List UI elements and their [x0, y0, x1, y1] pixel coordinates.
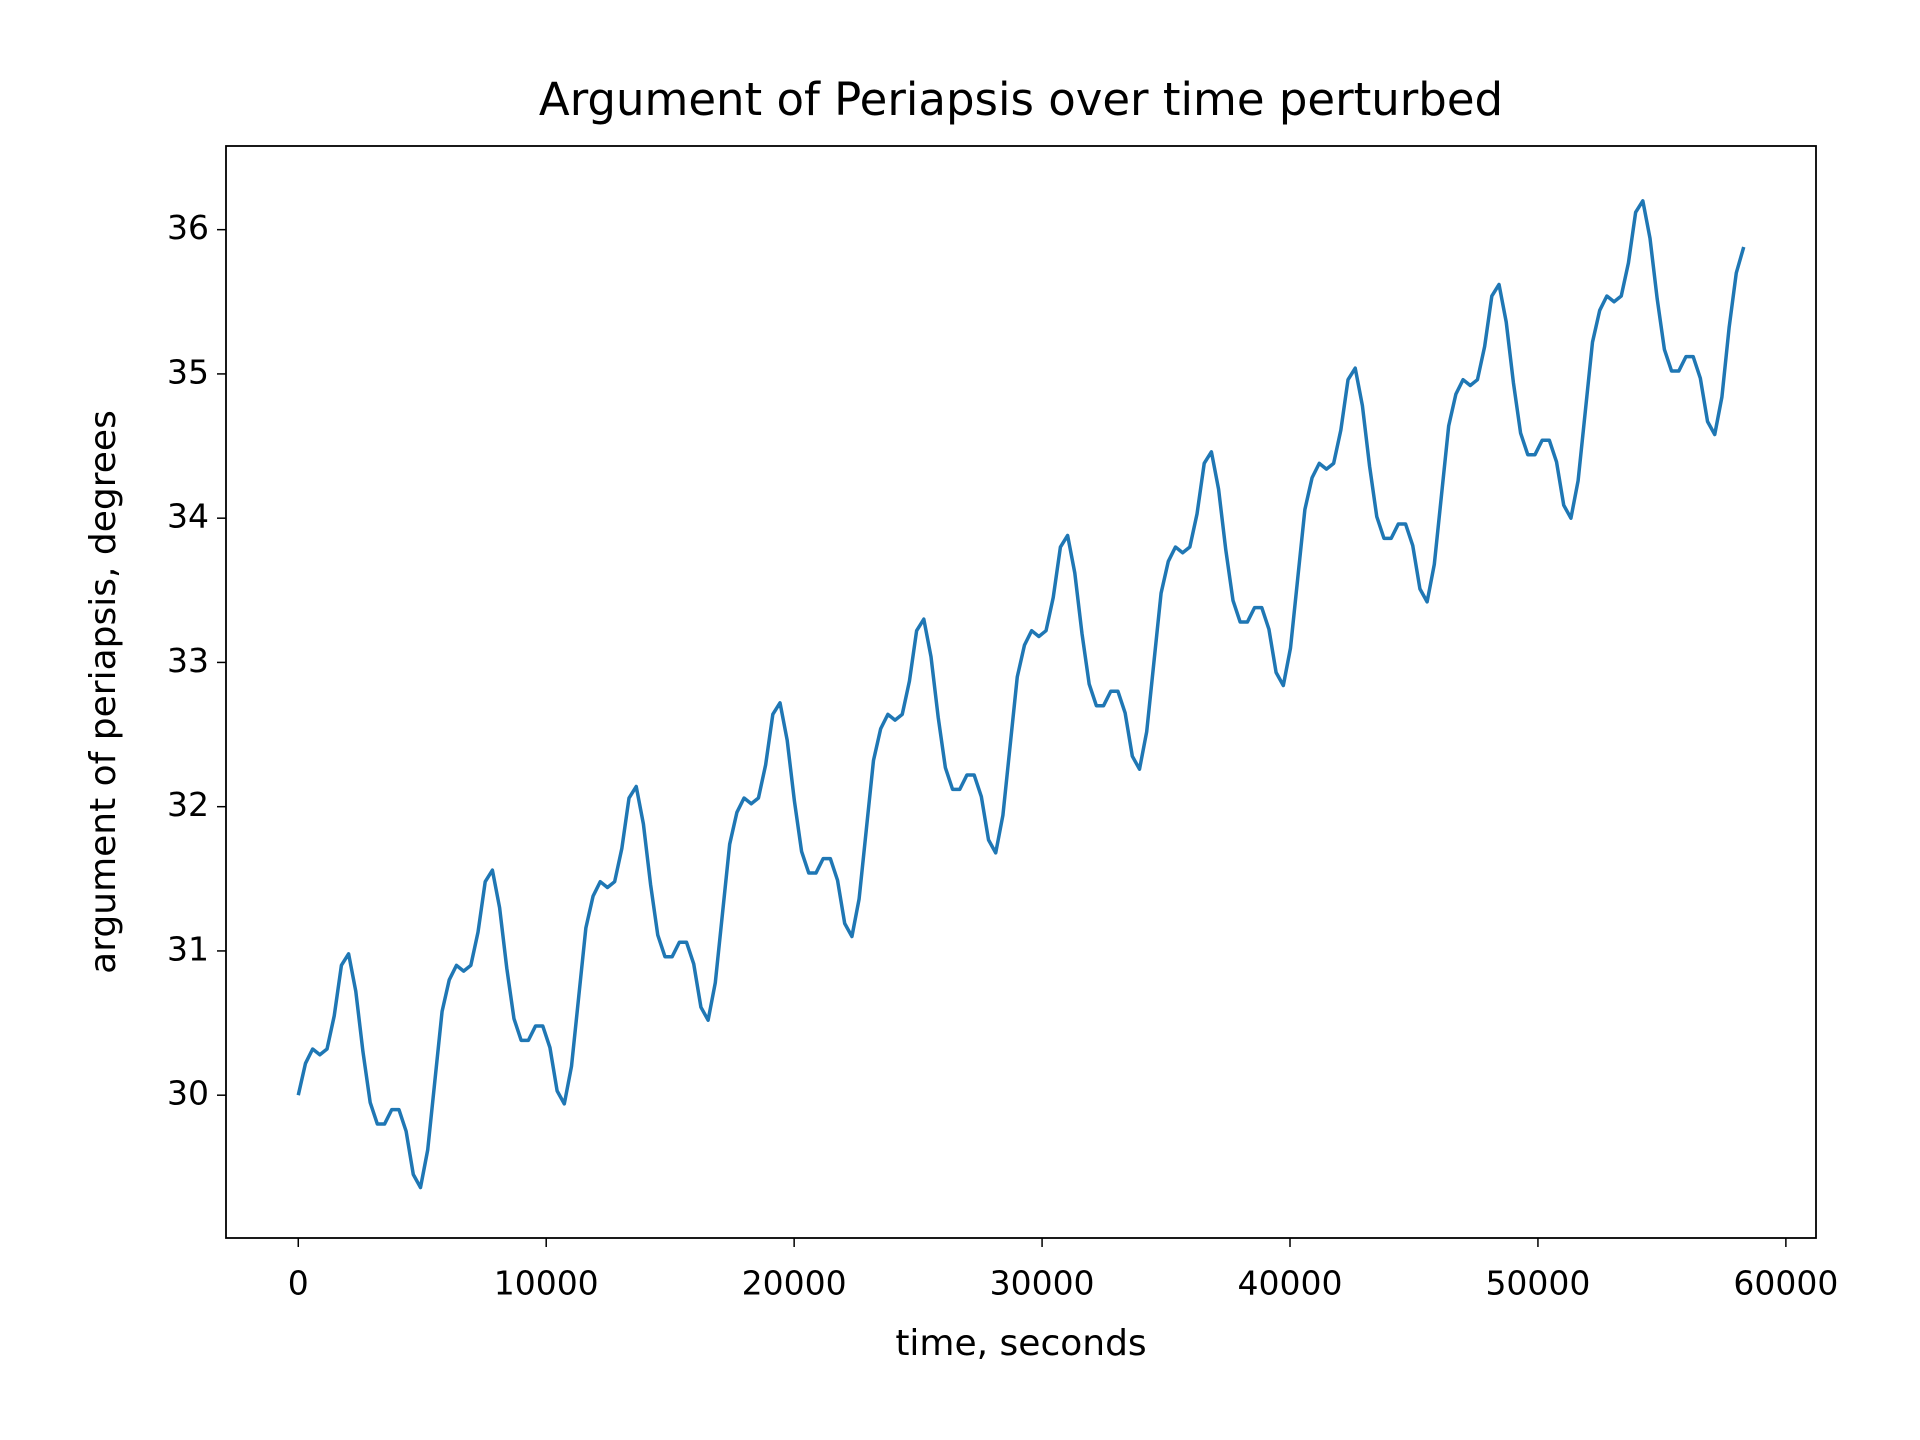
x-tick-label: 40000 [1238, 1264, 1343, 1303]
y-tick-label: 31 [167, 929, 209, 968]
x-tick-label: 10000 [494, 1264, 599, 1303]
y-tick-label: 33 [167, 641, 209, 680]
chart-title: Argument of Periapsis over time perturbe… [539, 73, 1503, 126]
y-tick-label: 35 [167, 352, 209, 391]
data-line [296, 199, 1746, 1190]
x-tick-label: 60000 [1733, 1264, 1838, 1303]
x-tick-label: 0 [288, 1264, 309, 1303]
y-tick-label: 36 [167, 208, 209, 247]
y-axis-label: argument of periapsis, degrees [83, 410, 124, 974]
x-tick-label: 50000 [1485, 1264, 1590, 1303]
plot-frame [225, 145, 1817, 1239]
x-axis-label: time, seconds [895, 1323, 1146, 1364]
x-tick-label: 30000 [990, 1264, 1095, 1303]
y-tick-label: 30 [167, 1074, 209, 1113]
x-tick-label: 20000 [742, 1264, 847, 1303]
y-tick-label: 32 [167, 785, 209, 824]
y-tick-label: 34 [167, 497, 209, 536]
